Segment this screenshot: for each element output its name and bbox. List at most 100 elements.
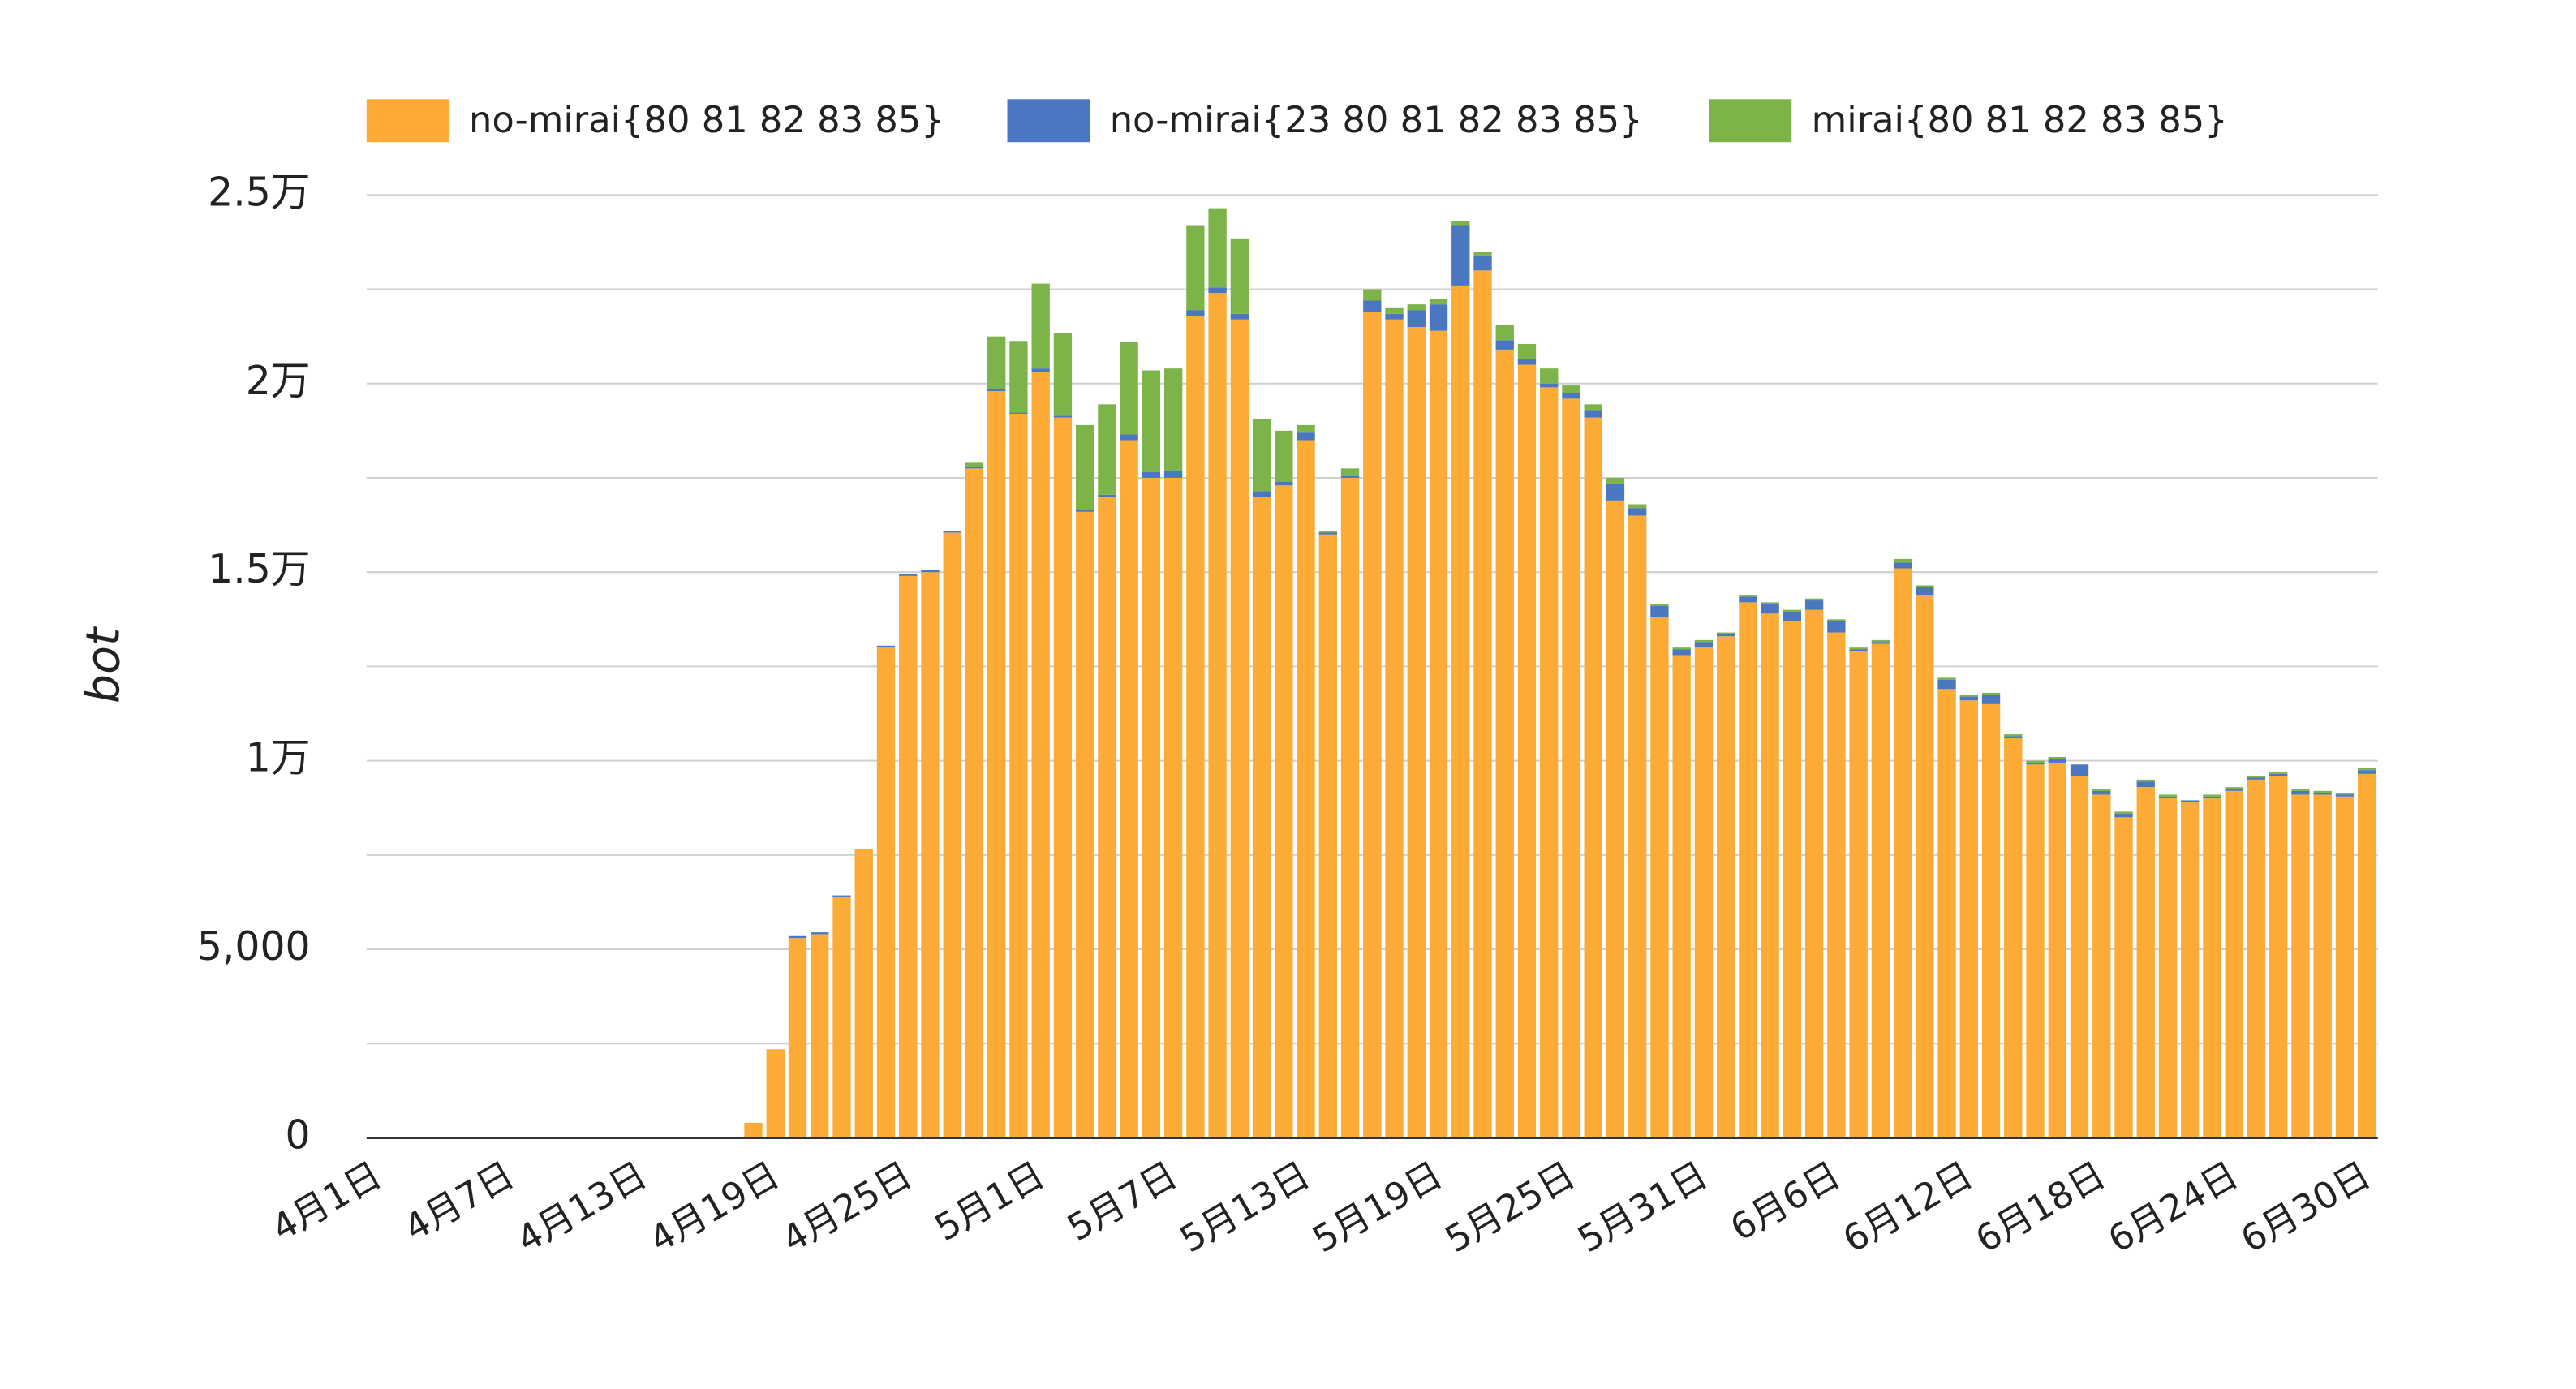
bar-segment (2269, 773, 2288, 776)
x-tick-label: 6月24日 (2101, 1153, 2245, 1261)
bar-segment (1009, 341, 1028, 413)
bar-segment (1517, 364, 1537, 1138)
bar-segment (2092, 790, 2111, 795)
bar-segment (1407, 327, 1426, 1138)
bar-segment (1230, 238, 1249, 314)
bar-segment (832, 896, 851, 1138)
bar-segment (1650, 604, 1669, 607)
bar-segment (1540, 368, 1559, 384)
bar-segment (1031, 283, 1050, 369)
bar-segment (899, 575, 918, 1138)
bar-segment (965, 467, 984, 469)
bar-segment (2004, 738, 2023, 1138)
bar-segment (2203, 798, 2221, 1138)
bar-segment (2070, 764, 2089, 776)
bar-segment (965, 468, 984, 1138)
bar-segment (2313, 794, 2332, 1138)
bar-segment (1297, 432, 1315, 441)
bar-segment (1739, 602, 1757, 1138)
x-tick-label: 5月19日 (1305, 1153, 1450, 1261)
bar-segment (1981, 692, 2001, 695)
x-tick-label: 5月13日 (1172, 1153, 1317, 1261)
y-axis-label: bot (77, 626, 131, 703)
legend-swatch (366, 99, 449, 143)
bar-segment (2313, 793, 2332, 795)
bar-segment (1694, 642, 1714, 648)
x-tick-label: 5月7日 (1060, 1153, 1184, 1249)
bar-segment (2181, 800, 2200, 802)
bar-segment (2136, 781, 2155, 788)
legend-label: no-mirai{80 81 82 83 85} (469, 98, 944, 141)
bar-segment (921, 570, 940, 573)
bar-segment (1230, 313, 1249, 320)
bar-segment (1385, 319, 1404, 1138)
bar-segment (1318, 531, 1337, 533)
bar-segment (2247, 779, 2266, 1138)
bar-segment (1893, 568, 1912, 1138)
bar-segment (2225, 789, 2243, 791)
bar-segment (1053, 333, 1073, 416)
bar-segment (1804, 600, 1824, 610)
bar-segment (2070, 776, 2089, 1138)
bar-segment (1783, 621, 1802, 1138)
x-tick-label: 4月7日 (397, 1153, 521, 1249)
bar-segment (2269, 776, 2288, 1138)
bar-segment (1916, 585, 1934, 587)
bar-segment (1761, 613, 1779, 1138)
bar-segment (1650, 606, 1669, 617)
bar-segment (965, 462, 984, 467)
y-tick-label: 1万 (246, 735, 311, 781)
bar-segment (1739, 595, 1757, 597)
bar-segment (1429, 304, 1448, 331)
bar-segment (1142, 477, 1161, 1138)
bar-segment (1451, 285, 1470, 1138)
bar-segment (1716, 634, 1735, 637)
bar-segment (1540, 387, 1559, 1138)
bar-segment (2048, 759, 2066, 763)
bar-segment (2026, 764, 2045, 1138)
bar-segment (1584, 417, 1602, 1138)
bar-segment (943, 532, 961, 1138)
bar-segment (1672, 655, 1691, 1138)
bar-segment (1075, 511, 1094, 1138)
bar-segment (2291, 794, 2310, 1138)
bar-segment (1606, 500, 1625, 1138)
bar-segment (2136, 779, 2155, 782)
bar-segment (1031, 368, 1050, 372)
bar-segment (1871, 642, 1890, 644)
y-tick-label: 1.5万 (208, 546, 310, 592)
legend-label: mirai{80 81 82 83 85} (1812, 98, 2228, 141)
bar-segment (1473, 252, 1492, 256)
bar-segment (1318, 532, 1337, 535)
bar-segment (2203, 796, 2221, 799)
bar-segment (1916, 587, 1934, 596)
bar-segment (1981, 703, 2001, 1138)
bar-segment (1451, 221, 1470, 226)
bar-segment (1230, 319, 1249, 1138)
bar-segment (2048, 762, 2066, 1138)
legend-swatch (1007, 99, 1090, 143)
bar-segment (876, 645, 896, 648)
bar-segment (2225, 787, 2243, 789)
x-tick-label: 6月18日 (1968, 1153, 2113, 1261)
bar-segment (811, 934, 829, 1138)
bar-segment (1849, 651, 1868, 1138)
bar-segment (2335, 793, 2355, 795)
y-tick-label: 2万 (246, 358, 311, 404)
bar-segment (1053, 417, 1073, 1138)
bar-segment (1275, 430, 1293, 482)
bar-segment (2357, 773, 2376, 1138)
y-tick-label: 2.5万 (208, 169, 310, 215)
bar-segment (1937, 677, 1956, 680)
bar-segment (2048, 756, 2066, 759)
bar-segment (1606, 483, 1625, 501)
bar-segment (1849, 649, 1868, 651)
bar-segment (1429, 299, 1448, 305)
bar-segment (1186, 225, 1205, 311)
bar-segment (1761, 602, 1779, 604)
bar-segment (1363, 289, 1382, 301)
bar-segment (1672, 649, 1691, 656)
bar-segment (788, 935, 807, 939)
